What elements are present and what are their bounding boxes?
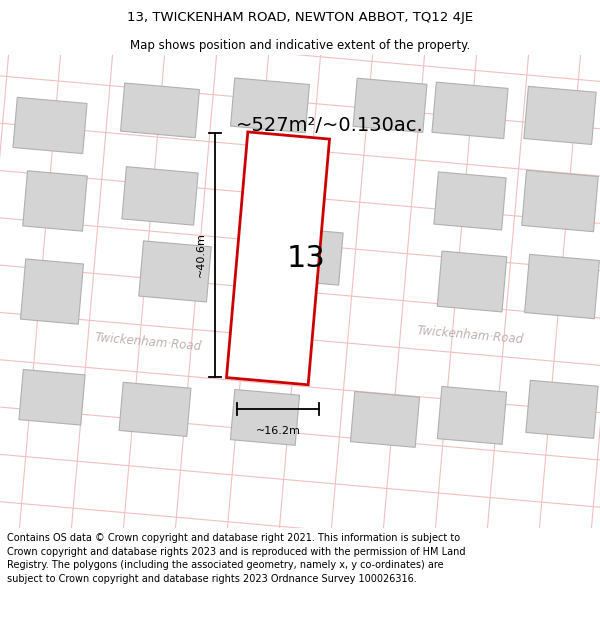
Bar bbox=[122, 167, 198, 225]
Text: Contains OS data © Crown copyright and database right 2021. This information is : Contains OS data © Crown copyright and d… bbox=[7, 533, 466, 584]
Bar bbox=[434, 172, 506, 230]
Bar bbox=[230, 389, 299, 446]
Bar bbox=[437, 251, 507, 312]
Text: 13: 13 bbox=[287, 244, 325, 273]
Bar bbox=[522, 170, 598, 232]
Bar bbox=[353, 78, 427, 132]
Bar bbox=[350, 391, 419, 448]
Bar bbox=[230, 78, 310, 132]
Bar bbox=[20, 259, 83, 324]
Bar bbox=[524, 254, 599, 319]
Text: Twickenham·Road: Twickenham·Road bbox=[94, 331, 202, 353]
Text: ~527m²/~0.130ac.: ~527m²/~0.130ac. bbox=[236, 116, 424, 135]
Bar bbox=[19, 369, 85, 425]
Bar bbox=[526, 380, 598, 438]
Text: ~40.6m: ~40.6m bbox=[196, 232, 206, 278]
Bar bbox=[524, 86, 596, 144]
Text: Twickenham·Road: Twickenham·Road bbox=[416, 324, 524, 346]
Bar bbox=[437, 386, 506, 444]
Bar bbox=[226, 132, 329, 385]
Text: 13, TWICKENHAM ROAD, NEWTON ABBOT, TQ12 4JE: 13, TWICKENHAM ROAD, NEWTON ABBOT, TQ12 … bbox=[127, 11, 473, 24]
Bar bbox=[277, 228, 343, 285]
Bar bbox=[432, 82, 508, 139]
Bar bbox=[13, 98, 87, 154]
Text: ~16.2m: ~16.2m bbox=[256, 426, 301, 436]
Bar bbox=[119, 382, 191, 436]
Bar bbox=[121, 83, 199, 138]
Text: Map shows position and indicative extent of the property.: Map shows position and indicative extent… bbox=[130, 39, 470, 51]
Bar bbox=[23, 171, 87, 231]
Bar bbox=[139, 241, 211, 302]
